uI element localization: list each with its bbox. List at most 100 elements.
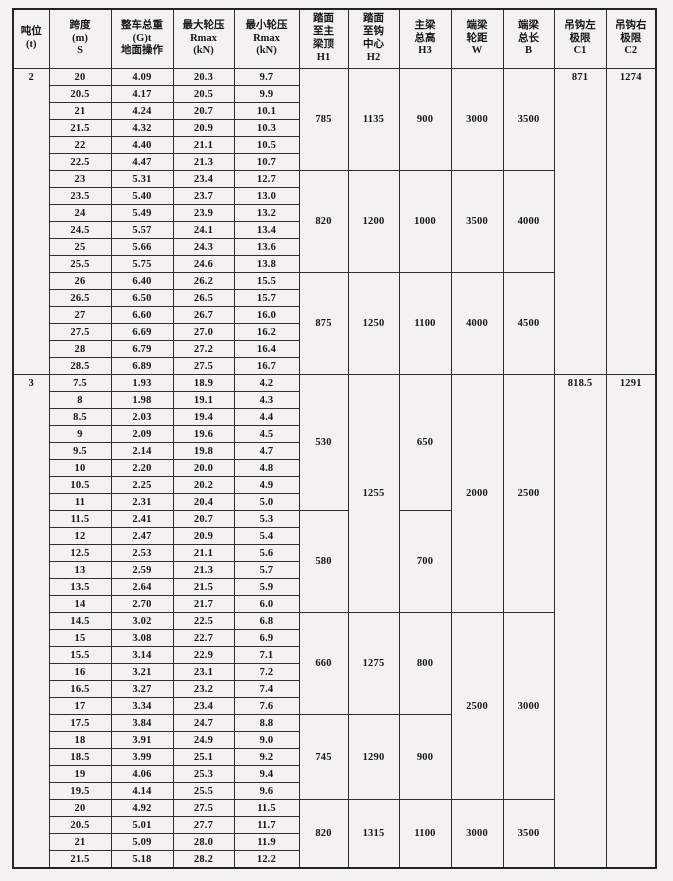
weight-cell: 5.31 [110, 170, 174, 188]
table-row: 11 2.31 20.4 5.0 [13, 493, 656, 511]
h3-cell: 700 [398, 510, 452, 613]
span-cell: 12 [48, 527, 112, 545]
span-cell: 21 [48, 102, 112, 120]
rmin-cell: 5.9 [233, 578, 300, 596]
span-cell: 14 [48, 595, 112, 613]
rmin-cell: 11.5 [233, 799, 300, 817]
weight-cell: 2.47 [110, 527, 174, 545]
rmax-cell: 20.4 [172, 493, 235, 511]
b-cell: 3500 [502, 68, 555, 171]
weight-cell: 6.40 [110, 272, 174, 290]
h3-cell: 800 [398, 612, 452, 715]
rmin-cell: 16.0 [233, 306, 300, 324]
rmin-cell: 9.7 [233, 68, 300, 86]
span-cell: 15 [48, 629, 112, 647]
span-cell: 26 [48, 272, 112, 290]
rmin-cell: 4.2 [233, 374, 300, 392]
weight-cell: 1.93 [110, 374, 174, 392]
weight-cell: 6.50 [110, 289, 174, 307]
b-cell: 4000 [502, 170, 555, 273]
weight-cell: 5.57 [110, 221, 174, 239]
rmax-cell: 24.1 [172, 221, 235, 239]
rmin-cell: 9.0 [233, 731, 300, 749]
table-row: 25 5.66 24.3 13.6 [13, 238, 656, 256]
rmin-cell: 6.8 [233, 612, 300, 630]
span-cell: 11.5 [48, 510, 112, 528]
rmax-cell: 24.9 [172, 731, 235, 749]
h1-cell: 785 [298, 68, 349, 171]
rmin-cell: 5.4 [233, 527, 300, 545]
weight-cell: 2.09 [110, 425, 174, 443]
rmax-cell: 20.0 [172, 459, 235, 477]
span-cell: 25.5 [48, 255, 112, 273]
table-row: 23 5.31 23.4 12.7 820 1200 1000 3500 4000 [13, 170, 656, 273]
rmin-cell: 9.6 [233, 782, 300, 800]
weight-cell: 2.03 [110, 408, 174, 426]
rmax-cell: 19.8 [172, 442, 235, 460]
table-row: 17 3.34 23.4 7.6 [13, 697, 656, 715]
span-cell: 23 [48, 170, 112, 188]
rmax-cell: 27.2 [172, 340, 235, 358]
rmin-cell: 13.8 [233, 255, 300, 273]
crane-spec-table: 吨位 (t) 跨度 (m) S 整车总重 (G)t 地面操作 最大轮压 Rmax (k… [12, 8, 657, 869]
rmax-cell: 21.5 [172, 578, 235, 596]
tonnage-cell: 3 [12, 374, 50, 869]
rmax-cell: 27.5 [172, 799, 235, 817]
rmax-cell: 18.9 [172, 374, 235, 392]
rmin-cell: 10.7 [233, 153, 300, 171]
weight-cell: 3.99 [110, 748, 174, 766]
rmax-cell: 24.7 [172, 714, 235, 732]
h2-cell: 1255 [347, 374, 400, 613]
weight-cell: 2.59 [110, 561, 174, 579]
rmax-cell: 20.7 [172, 510, 235, 528]
rmin-cell: 8.8 [233, 714, 300, 732]
rmin-cell: 13.6 [233, 238, 300, 256]
span-cell: 19 [48, 765, 112, 783]
h2-cell: 1315 [347, 799, 400, 869]
weight-cell: 2.70 [110, 595, 174, 613]
w-cell: 3000 [450, 68, 504, 171]
rmax-cell: 20.2 [172, 476, 235, 494]
rmin-cell: 5.0 [233, 493, 300, 511]
rmax-cell: 21.3 [172, 561, 235, 579]
h2-cell: 1135 [347, 68, 400, 171]
span-cell: 10.5 [48, 476, 112, 494]
w-cell: 2500 [450, 612, 504, 800]
col-header-min-wheel-load: 最小轮压 Rmax (kN) [233, 8, 300, 69]
table-row: 11.5 2.41 20.7 5.3 580 700 [13, 510, 656, 613]
table-row: 18 3.91 24.9 9.0 [13, 731, 656, 749]
table-row: 21 5.09 28.0 11.9 [13, 833, 656, 851]
weight-cell: 3.08 [110, 629, 174, 647]
weight-cell: 5.49 [110, 204, 174, 222]
span-cell: 18.5 [48, 748, 112, 766]
rmax-cell: 28.2 [172, 850, 235, 869]
rmin-cell: 16.2 [233, 323, 300, 341]
weight-cell: 3.27 [110, 680, 174, 698]
weight-cell: 1.98 [110, 391, 174, 409]
h1-cell: 745 [298, 714, 349, 800]
weight-cell: 5.75 [110, 255, 174, 273]
h3-cell: 1100 [398, 799, 452, 869]
rmax-cell: 23.4 [172, 697, 235, 715]
rmax-cell: 19.1 [172, 391, 235, 409]
header-row: 吨位 (t) 跨度 (m) S 整车总重 (G)t 地面操作 最大轮压 Rmax (k… [12, 8, 657, 69]
rmax-cell: 21.7 [172, 595, 235, 613]
h1-cell: 820 [298, 170, 349, 273]
table-row: 2 20 4.09 20.3 9.7 785 1135 900 3000 3500 871 1274 [12, 68, 657, 375]
rmax-cell: 20.7 [172, 102, 235, 120]
rmin-cell: 6.9 [233, 629, 300, 647]
rmax-cell: 25.5 [172, 782, 235, 800]
table-row: 10.5 2.25 20.2 4.9 [13, 476, 656, 494]
weight-cell: 2.64 [110, 578, 174, 596]
table-row: 9.5 2.14 19.8 4.7 [13, 442, 656, 460]
rmax-cell: 19.4 [172, 408, 235, 426]
c1-limit-cell: 818.5 [553, 374, 607, 869]
rmin-cell: 5.7 [233, 561, 300, 579]
weight-cell: 3.02 [110, 612, 174, 630]
table-row: 16.5 3.27 23.2 7.4 [13, 680, 656, 698]
rmax-cell: 21.1 [172, 136, 235, 154]
table-row: 26 6.40 26.2 15.5 875 1250 1100 4000 4500 [13, 272, 656, 375]
weight-cell: 2.53 [110, 544, 174, 562]
rmax-cell: 26.2 [172, 272, 235, 290]
table-row: 28.5 6.89 27.5 16.7 [13, 357, 656, 375]
